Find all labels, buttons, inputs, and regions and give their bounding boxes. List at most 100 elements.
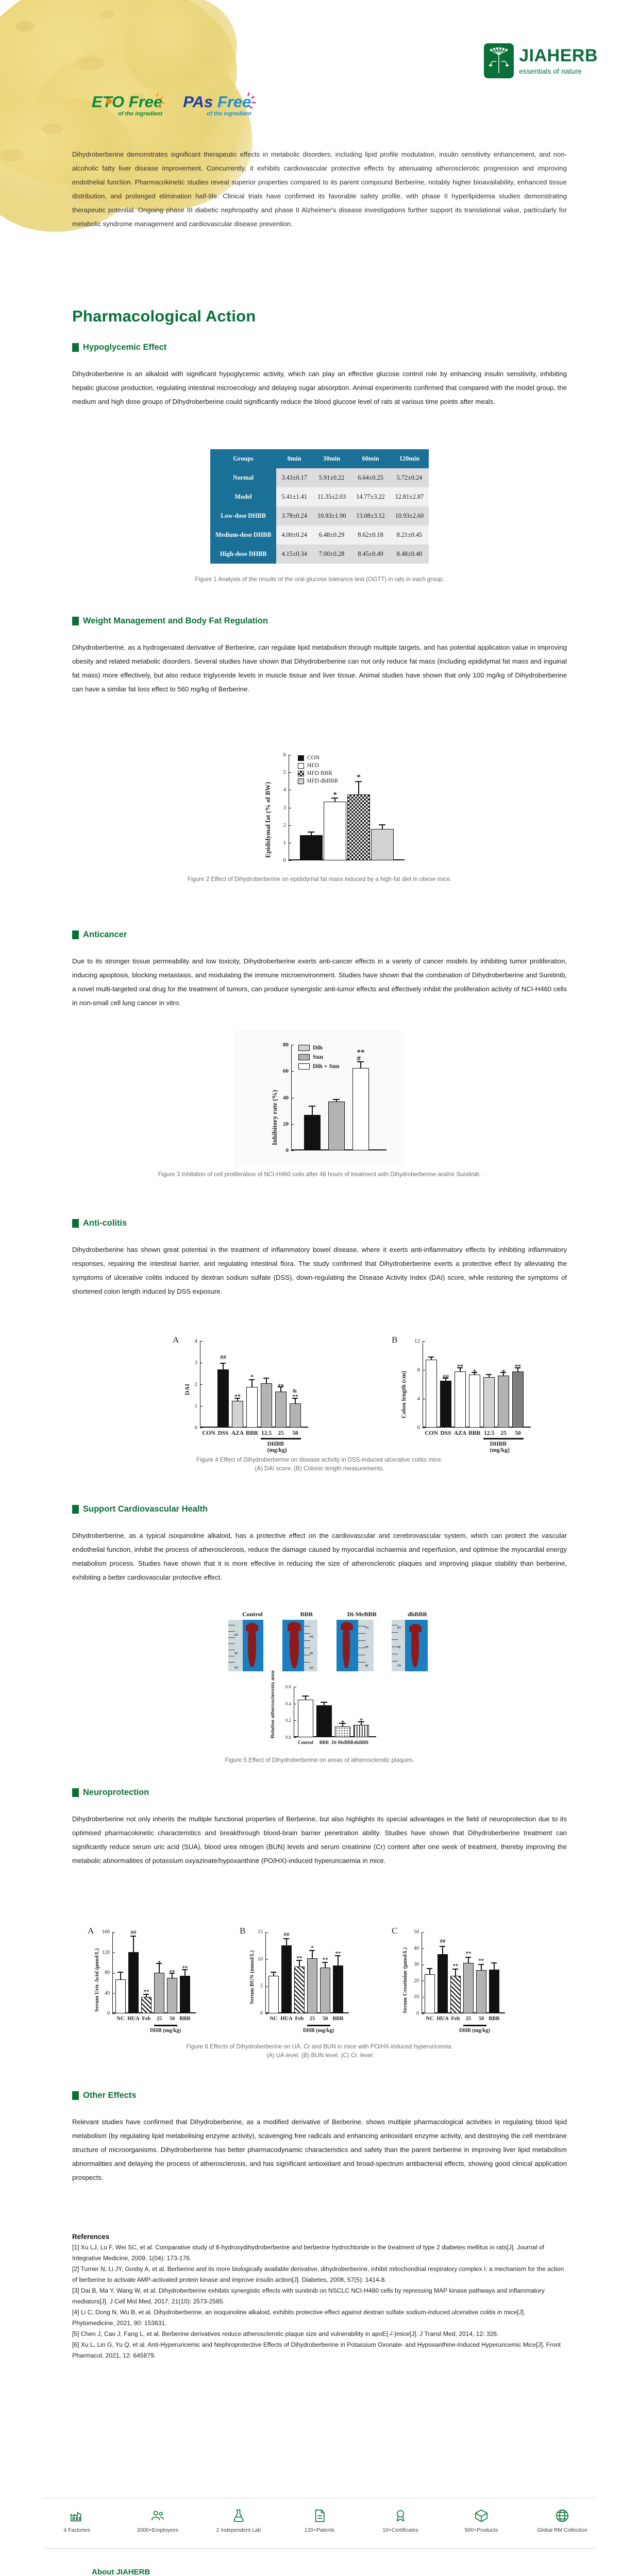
stat-labs: 2 Independent Lab [206,2508,272,2534]
reference-item: [4] Li C, Dong N, Wu B, et al. Dihydrobe… [72,2309,526,2327]
legend-label: HFD dhBBR [307,778,339,784]
cell: 3.78±0.24 [276,506,312,526]
figure-2-caption: Figure 2 Effect of Dihydroberberine on e… [187,876,452,883]
stat-patents: 120+Patents [287,2508,352,2534]
figure-2: Epididymal fat (% of BW) 0 1 2 3 4 5 6 C… [72,742,567,896]
references-block: References [1] Xu LJ, Lu F, Wei SC, et a… [72,2233,567,2361]
stat-employees: 2000+Employees [125,2508,191,2534]
bullet-square-icon [72,343,79,352]
legend-label: Dih + Sun [313,1062,340,1070]
about-title: About JIAHERB [92,2568,150,2576]
products-icon [474,2508,489,2523]
stat-label: 500+Products [464,2528,498,2533]
figure-3-legend: Dih Sun Dih + Sun [298,1044,340,1072]
figure-3: Inhibitory rate (%) 0 20 40 60 80 Dih Su… [72,1030,567,1185]
figure-3-chart: Inhibitory rate (%) 0 20 40 60 80 Dih Su… [271,1042,386,1154]
cell: 5.41±1.41 [276,487,312,506]
cell: 8.21±0.45 [390,526,429,545]
patent-icon [312,2508,327,2523]
figure-4b-chart: Colon length (cm) 0 4 8 12 CON ## DSS **… [400,1338,531,1453]
section-body-weight: Dihydroberberine, as a hydrogenated deri… [72,643,567,693]
row-label: Normal [210,468,277,487]
figure-6-caption: Figure 6 Effects of Dihydroberberine on … [186,2043,453,2050]
section-heading-text: Weight Management and Body Fat Regulatio… [83,616,268,625]
photo-label: Control [242,1611,263,1618]
pas-free-word1: PAs [183,93,213,111]
cell: 8.48±0.40 [390,545,429,564]
people-icon [150,2508,165,2523]
stat-label: 2000+Employees [137,2528,179,2533]
certificate-icon [393,2508,408,2523]
brand-tagline: essentials of nature [519,66,582,75]
figure-6-panel-a-letter: A [88,1926,94,1936]
section-heading-text: Other Effects [83,2091,137,2100]
section-heading-text: Neuroprotection [83,1788,149,1797]
section-anticolitis: Anti-colitis Dihydroberberine has shown … [72,1218,567,1298]
figure-2-ylabel: Epididymal fat (% of BW) [264,782,272,858]
figure-6-panel-b-letter: B [240,1926,246,1936]
section-anticancer: Anticancer Due to its stronger tissue pe… [72,930,567,1010]
bullet-square-icon [72,1219,79,1228]
figure-6: A Serum Uric Acid (μmol/L) 0 40 80 120 1… [72,1922,567,2059]
factory-icon [69,2508,85,2523]
cell: 4.15±0.34 [276,545,312,564]
col-120min: 120min [390,449,429,468]
eto-free-sub: of the ingredient [118,111,163,117]
section-heading-neuro: Neuroprotection [72,1788,567,1798]
figure-1: Groups 0min 30min 60min 120min Normal 3.… [72,449,567,584]
section-body-neuro: Dihydroberberine not only inherits the m… [72,1815,567,1865]
bullet-square-icon [72,2091,79,2100]
stat-label: 10+Certificates [382,2528,418,2533]
stat-global-rm: Global RM Collection [529,2508,595,2534]
section-heading-hypoglycemic: Hypoglycemic Effect [72,343,567,352]
section-body-cardio: Dihydroberberine, as a typical isoquinol… [72,1532,567,1581]
brand-logo: JIAHERB essentials of nature [484,43,598,78]
cell: 6.48±0.29 [312,526,351,545]
figure-6a-xlabel: DHB (mg/kg) [149,2028,181,2033]
figure-6-panel-c-letter: C [392,1926,398,1936]
col-30min: 30min [312,449,351,468]
figure-4b-xlabel: DHBB (mg/kg) [490,1441,510,1453]
cell: 12.81±2.87 [390,487,429,506]
cell: 5.91±0.22 [312,468,351,487]
reference-item: [1] Xu LJ, Lu F, Wei SC, et al. Comparat… [72,2244,545,2262]
figure-6a-ylabel: Serum Uric Acid (μmol/L) [94,1948,100,2012]
stat-label: Global RM Collection [537,2528,587,2533]
figure-6c-ylabel: Serum Creatinine (μmol/L) [402,1947,408,2013]
cell: 3.43±0.17 [276,468,312,487]
pas-free-badge: PAs Free of the ingredient [183,92,256,117]
cell: 4.00±0.24 [276,526,312,545]
cell: 11.35±2.03 [312,487,351,506]
section-heading-weight: Weight Management and Body Fat Regulatio… [72,616,567,626]
reference-item: [3] Dai B, Ma Y, Wang W, et al. Dihydrob… [72,2287,545,2305]
page-title-block: Pharmacological Action [72,307,567,326]
figure-4a-chart: DAI 0 1 2 3 4 CON ## DSS ** AZA * BBR [183,1338,308,1453]
cell: 7.00±0.28 [312,545,351,564]
reference-item: [5] Chen J, Cao J, Fang L, et al. Berber… [72,2330,499,2337]
cell: 8.45±0.49 [351,545,390,564]
legend-label: CON [307,755,320,761]
page-title: Pharmacological Action [72,307,256,325]
photo-label: Di-MeBBR [347,1611,377,1618]
figure-1-caption: Figure 1 Analysis of the results of the … [195,576,444,583]
figure-5-caption: Figure 5 Effect of Dihydroberberine on a… [225,1757,414,1764]
stat-label: 120+Patents [304,2528,335,2533]
reference-item: [2] Turner N, Li JY, Gosby A, et al. Ber… [72,2265,564,2283]
section-weight: Weight Management and Body Fat Regulatio… [72,616,567,696]
figure-6b-xlabel: DHB (mg/kg) [302,2028,334,2033]
figure-6c-xlabel: DHB (mg/kg) [459,2028,491,2033]
section-heading-cardio: Support Cardiovascular Health [72,1504,567,1514]
table-header-row: Groups 0min 30min 60min 120min [210,449,429,468]
col-60min: 60min [351,449,390,468]
figure-4-panel-b-letter: B [392,1335,398,1345]
figure-4b-ylabel: Colon length (cm) [400,1371,407,1418]
figure-6b-chart: Serum BUN (mmol/L) 0 5 10 15 NC ## HUA *… [249,1929,349,2033]
cell: 8.62±0.18 [351,526,390,545]
references-title: References [72,2233,110,2241]
bullet-square-icon [72,617,79,625]
intro-block: Dihydroberberine demonstrates significan… [72,147,567,231]
section-body-anticolitis: Dihydroberberine has shown great potenti… [72,1246,567,1295]
section-heading-text: Anti-colitis [83,1218,127,1228]
